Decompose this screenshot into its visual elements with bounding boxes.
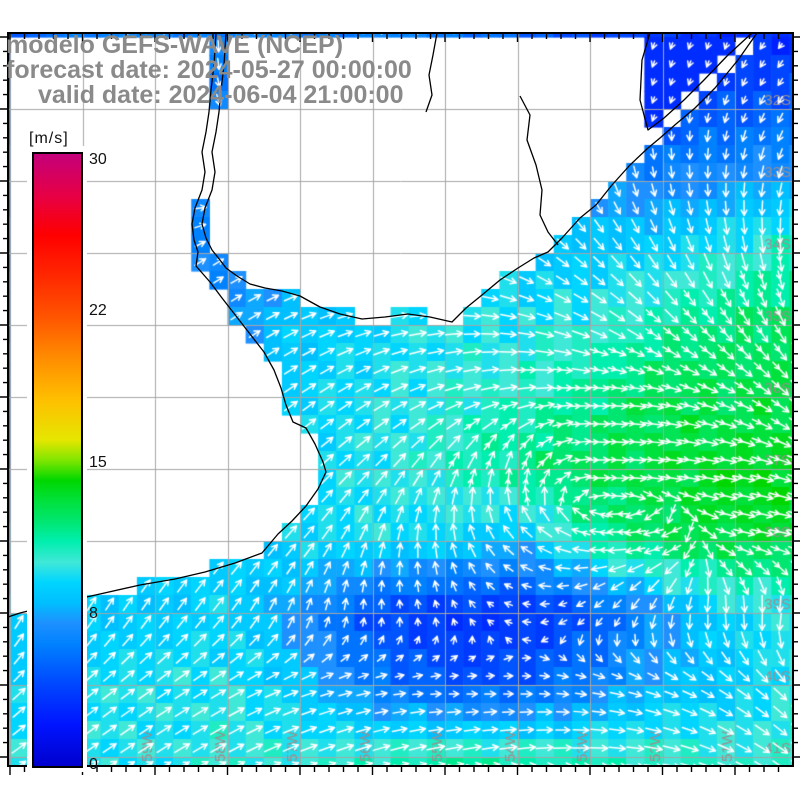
colorbar [27,146,87,772]
colorbar-tick-30: 30 [89,151,107,168]
map-frame [7,32,794,767]
model-title: modelo GEFS-WAVE (NCEP) [6,31,344,59]
colorbar-unit-label: [m/s] [29,130,69,147]
wave-field-canvas [8,33,793,766]
coastline-path [7,32,327,618]
forecast-date: forecast date: 2024-05-27 00:00:00 [6,56,412,84]
coastline-path [639,32,753,131]
coastline-path [201,32,758,323]
colorbar-tick-15: 15 [89,454,107,471]
colorbar-tick-8: 8 [89,605,98,622]
colorbar-gradient [32,152,83,768]
colorbar-tick-0: 0 [89,756,98,773]
colorbar-tick-22: 22 [89,302,107,319]
coastline-path [519,95,559,246]
axis-tick-marks [0,33,800,775]
valid-date: valid date: 2024-06-04 21:00:00 [38,81,404,109]
coastline-path [425,32,438,113]
